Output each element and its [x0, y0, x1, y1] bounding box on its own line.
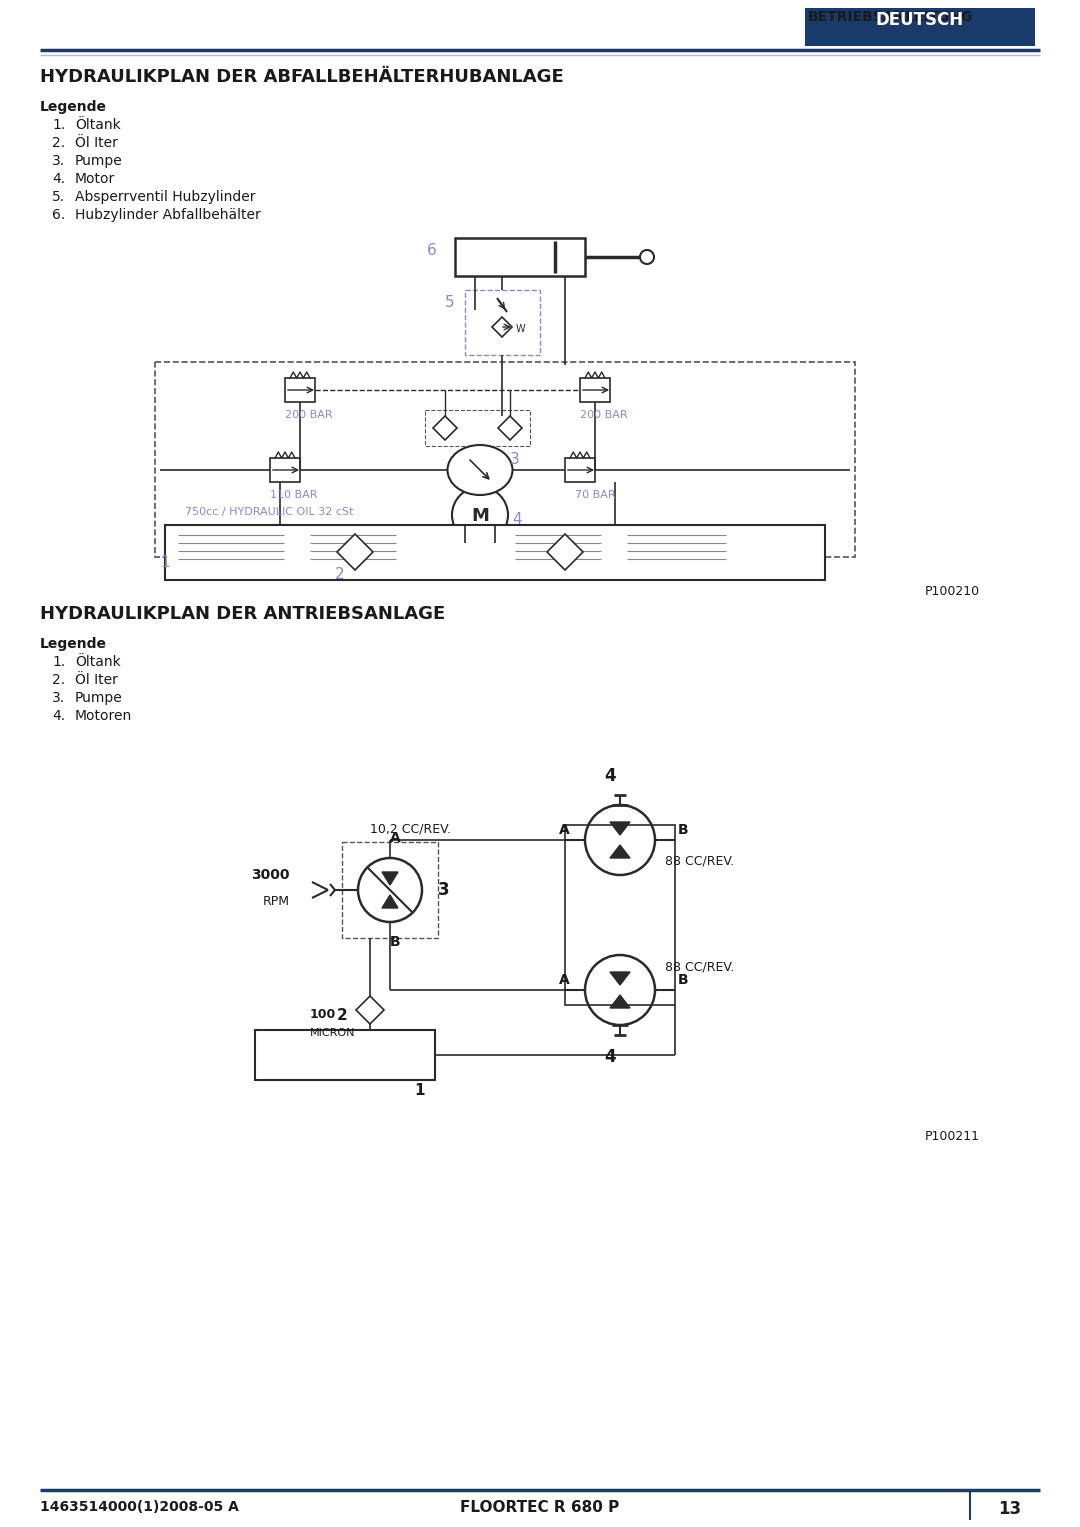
- Polygon shape: [610, 822, 630, 835]
- Text: 4: 4: [604, 767, 616, 785]
- Bar: [285, 379, 315, 402]
- Text: 100: 100: [310, 1008, 336, 1022]
- Text: 1: 1: [415, 1083, 426, 1098]
- Text: P100211: P100211: [924, 1130, 980, 1144]
- Text: HYDRAULIKPLAN DER ANTRIEBSANLAGE: HYDRAULIKPLAN DER ANTRIEBSANLAGE: [40, 605, 445, 623]
- Polygon shape: [546, 534, 583, 570]
- Polygon shape: [382, 872, 399, 886]
- Text: 750cc / HYDRAULIC OIL 32 cSt: 750cc / HYDRAULIC OIL 32 cSt: [185, 507, 353, 518]
- Text: 3: 3: [510, 452, 519, 467]
- Text: 6: 6: [428, 243, 437, 258]
- Text: Pumpe: Pumpe: [75, 692, 123, 705]
- Text: 70 BAR: 70 BAR: [575, 490, 616, 499]
- Polygon shape: [337, 534, 373, 570]
- Text: MICRON: MICRON: [310, 1028, 355, 1038]
- Text: 2.: 2.: [52, 136, 65, 150]
- Bar: [165, 525, 825, 580]
- Text: Motoren: Motoren: [75, 709, 132, 722]
- Bar: [465, 290, 540, 354]
- Bar: [565, 458, 595, 483]
- Text: Legende: Legende: [40, 99, 107, 115]
- Polygon shape: [382, 895, 399, 909]
- Text: 5: 5: [445, 295, 455, 310]
- Bar: [455, 238, 585, 276]
- Text: 4: 4: [512, 513, 522, 527]
- Text: B: B: [678, 823, 689, 837]
- Text: 3.: 3.: [52, 154, 65, 168]
- Polygon shape: [610, 844, 630, 858]
- Text: 88 CC/REV.: 88 CC/REV.: [665, 855, 734, 867]
- Circle shape: [453, 487, 508, 544]
- Text: 1463514000(1)2008-05 A: 1463514000(1)2008-05 A: [40, 1500, 239, 1513]
- Text: 4.: 4.: [52, 173, 65, 186]
- Text: A: A: [559, 973, 570, 986]
- Text: 110 BAR: 110 BAR: [270, 490, 318, 499]
- Text: W: W: [516, 324, 526, 334]
- Text: 3: 3: [438, 881, 449, 899]
- Text: Pumpe: Pumpe: [75, 154, 123, 168]
- Ellipse shape: [447, 444, 513, 495]
- Circle shape: [357, 858, 422, 922]
- Polygon shape: [492, 318, 512, 337]
- Text: Absperrventil Hubzylinder: Absperrventil Hubzylinder: [75, 189, 256, 205]
- Text: 1.: 1.: [52, 118, 65, 131]
- Text: B: B: [390, 935, 401, 948]
- Text: RPM: RPM: [264, 895, 291, 909]
- Text: 200 BAR: 200 BAR: [580, 411, 627, 420]
- Bar: [805, 8, 1035, 46]
- Text: BETRIEBSANLEITUNG: BETRIEBSANLEITUNG: [808, 11, 973, 24]
- Text: 3000: 3000: [252, 867, 291, 883]
- Text: Öl Iter: Öl Iter: [75, 673, 118, 687]
- Text: Hubzylinder Abfallbehälter: Hubzylinder Abfallbehälter: [75, 208, 260, 221]
- Text: 1.: 1.: [52, 655, 65, 669]
- Text: Legende: Legende: [40, 637, 107, 651]
- Text: Motor: Motor: [75, 173, 116, 186]
- Text: Öl Iter: Öl Iter: [75, 136, 118, 150]
- Circle shape: [585, 954, 654, 1025]
- Text: 2: 2: [335, 567, 345, 582]
- Bar: [342, 841, 438, 938]
- Text: A: A: [559, 823, 570, 837]
- Text: 4: 4: [604, 1048, 616, 1066]
- Bar: [270, 458, 300, 483]
- Polygon shape: [610, 973, 630, 985]
- Circle shape: [585, 805, 654, 875]
- Text: 5.: 5.: [52, 189, 65, 205]
- Polygon shape: [433, 415, 457, 440]
- Text: DEUTSCH: DEUTSCH: [876, 11, 964, 29]
- Polygon shape: [498, 415, 522, 440]
- Text: Öltank: Öltank: [75, 655, 121, 669]
- Text: 13: 13: [998, 1500, 1022, 1518]
- Bar: [156, 362, 855, 557]
- Text: B: B: [678, 973, 689, 986]
- Text: 2.: 2.: [52, 673, 65, 687]
- Text: A: A: [390, 831, 401, 844]
- Text: 88 CC/REV.: 88 CC/REV.: [665, 960, 734, 973]
- Text: FLOORTEC R 680 P: FLOORTEC R 680 P: [460, 1500, 620, 1515]
- Polygon shape: [610, 996, 630, 1008]
- Polygon shape: [356, 996, 384, 1025]
- Text: HYDRAULIKPLAN DER ABFALLBEHÄLTERHUBANLAGE: HYDRAULIKPLAN DER ABFALLBEHÄLTERHUBANLAG…: [40, 69, 564, 86]
- Text: 1: 1: [160, 554, 170, 570]
- Text: M: M: [471, 507, 489, 525]
- Text: P100210: P100210: [924, 585, 980, 599]
- Bar: [255, 1031, 435, 1080]
- Text: 4.: 4.: [52, 709, 65, 722]
- Text: 10,2 CC/REV.: 10,2 CC/REV.: [370, 822, 451, 835]
- Text: Öltank: Öltank: [75, 118, 121, 131]
- Bar: [580, 379, 610, 402]
- Bar: [565, 825, 675, 1005]
- Text: 6.: 6.: [52, 208, 65, 221]
- Text: 200 BAR: 200 BAR: [285, 411, 333, 420]
- Text: 3.: 3.: [52, 692, 65, 705]
- Bar: [426, 411, 530, 446]
- Text: 2: 2: [337, 1008, 348, 1023]
- Circle shape: [640, 250, 654, 264]
